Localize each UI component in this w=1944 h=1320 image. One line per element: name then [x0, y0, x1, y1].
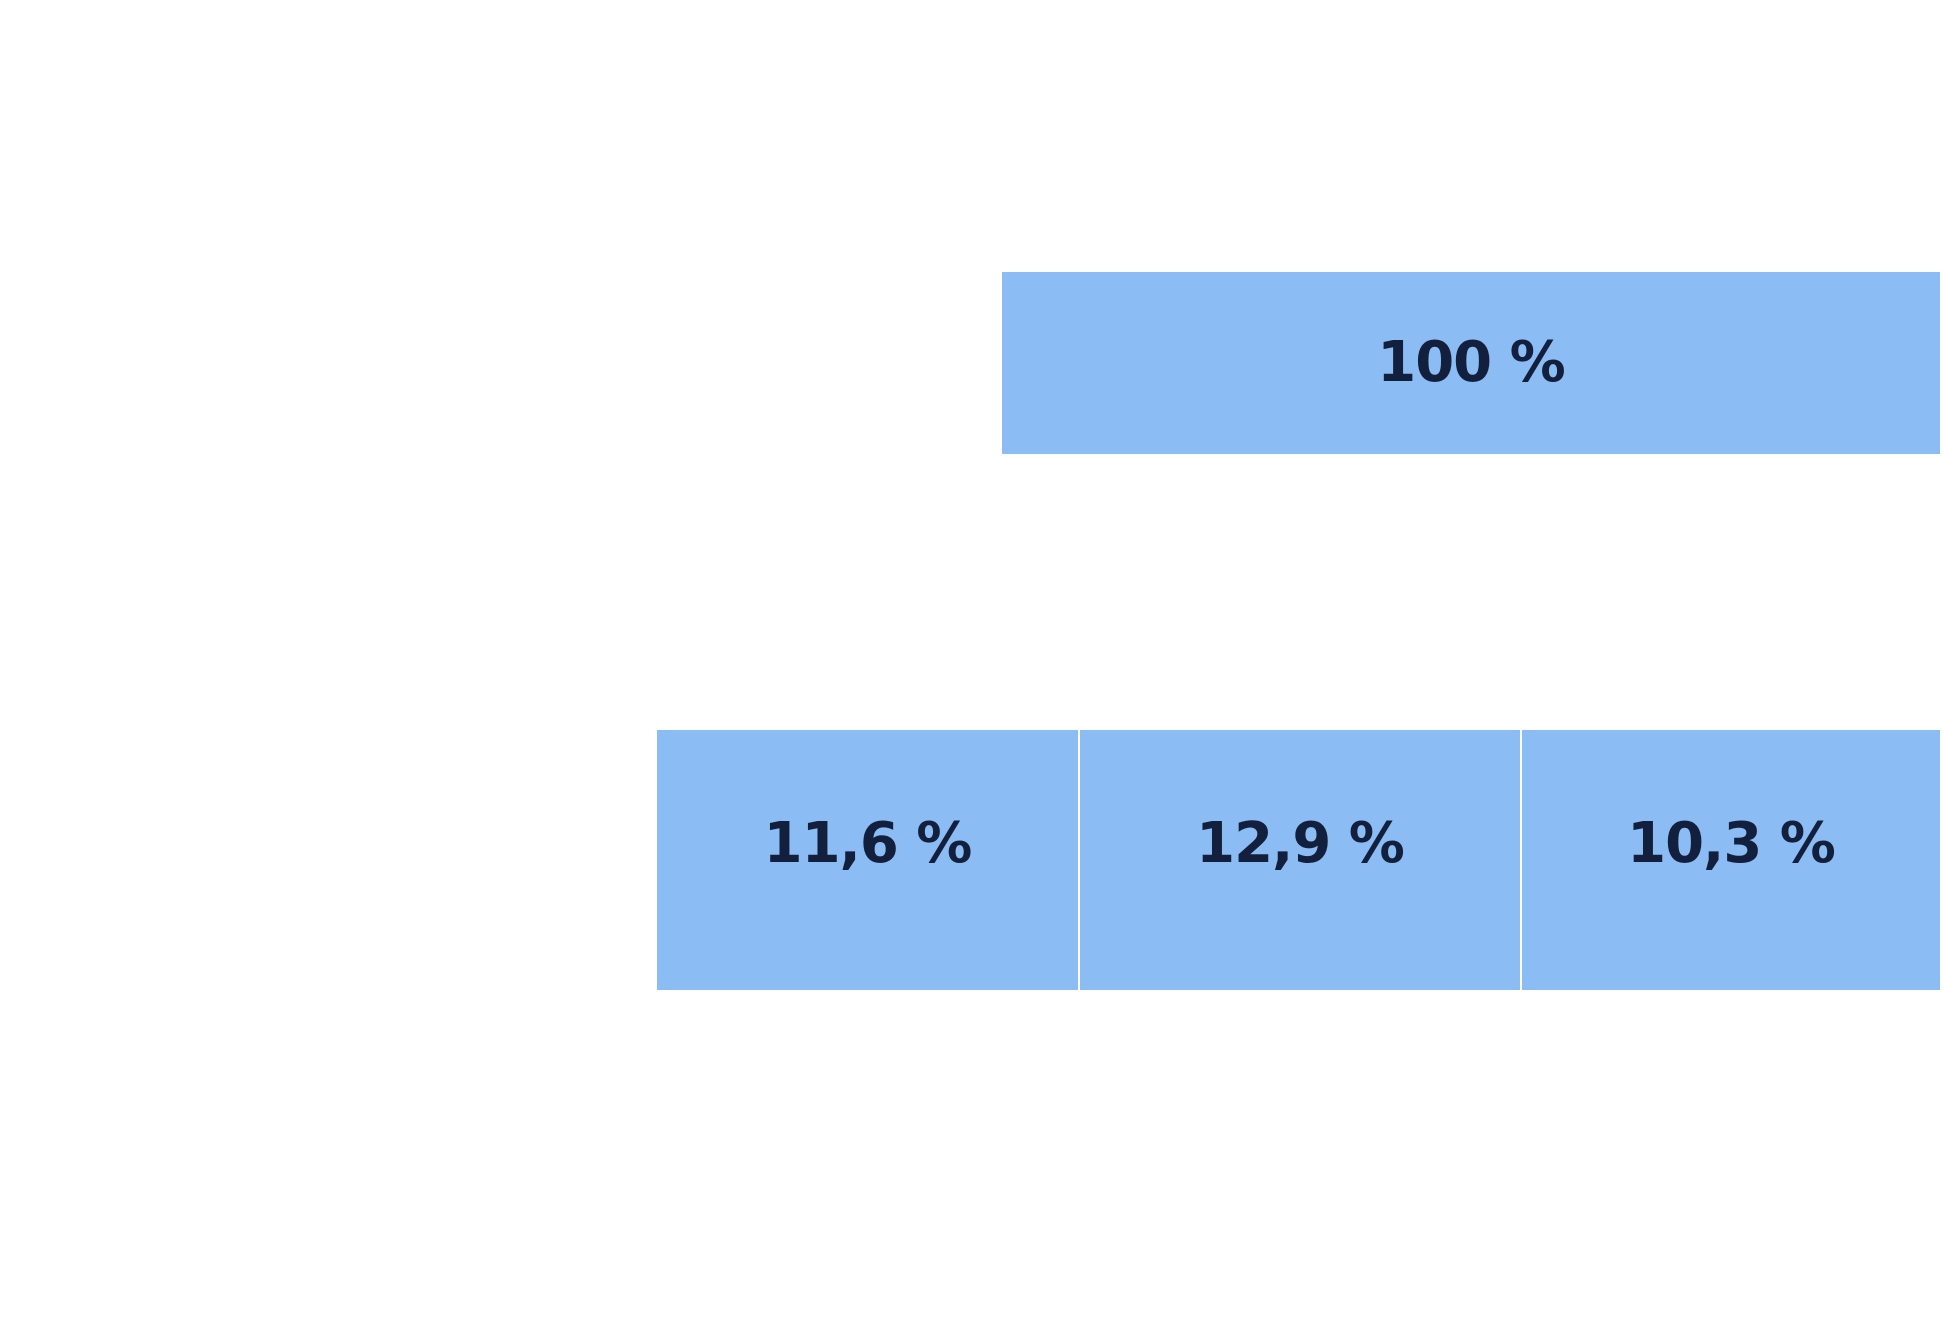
- segment-box-2: 12,9 %: [1080, 730, 1520, 990]
- total-box: 100 %: [1002, 272, 1940, 454]
- segment-label-3: 10,3 %: [1627, 811, 1836, 876]
- segment-box-1: 11,6 %: [657, 730, 1078, 990]
- segment-box-3: 10,3 %: [1522, 730, 1940, 990]
- segments-row: 11,6 % 12,9 % 10,3 %: [657, 730, 1940, 990]
- segment-label-1: 11,6 %: [763, 811, 973, 876]
- segment-label-2: 12,9 %: [1196, 811, 1405, 876]
- total-label: 100 %: [1377, 330, 1565, 395]
